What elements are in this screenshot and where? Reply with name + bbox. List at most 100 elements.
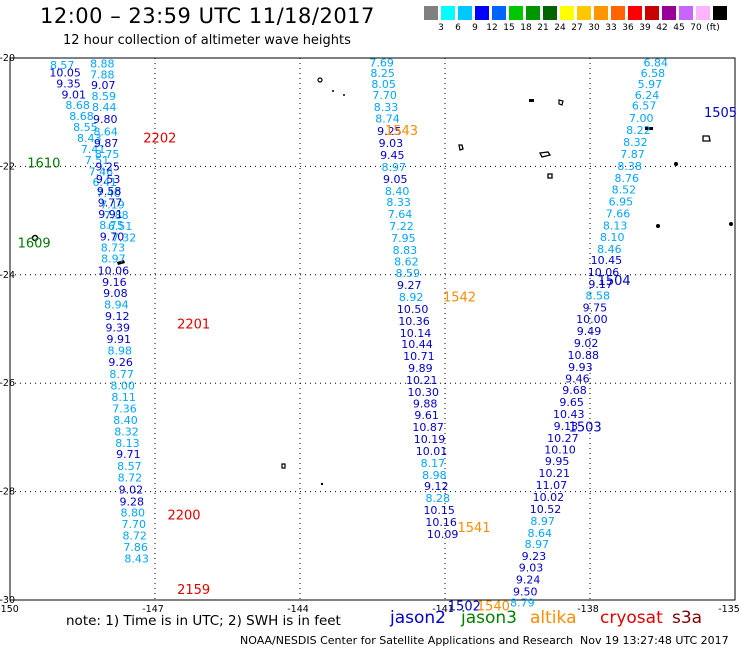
- colorbar-swatch: [611, 6, 626, 20]
- pass-time-label: 1504: [598, 274, 631, 289]
- colorbar-swatch: [560, 6, 575, 20]
- swh-value: 7.64: [388, 208, 413, 221]
- swh-value: 9.08: [103, 287, 128, 300]
- swh-value: 8.38: [617, 160, 642, 173]
- swh-value: 9.93: [568, 361, 593, 374]
- swh-value: 9.88: [413, 397, 438, 410]
- colorbar-label: 45: [673, 23, 685, 33]
- swh-value: 9.75: [583, 301, 608, 314]
- swh-value: 9.05: [383, 173, 408, 186]
- swh-value: 8.59: [92, 90, 117, 103]
- colorbar-label: 12: [486, 23, 498, 33]
- island: [558, 99, 564, 106]
- swh-value: 9.87: [94, 137, 119, 150]
- swh-value: 9.02: [119, 483, 144, 496]
- swh-value: 8.77: [109, 368, 134, 381]
- swh-value: 8.44: [92, 101, 117, 114]
- swh-value: 8.57: [117, 460, 142, 473]
- swh-value: 10.45: [591, 254, 623, 267]
- swh-value: 10.09: [427, 528, 459, 541]
- legend-cryosat: cryosat: [600, 608, 663, 628]
- swh-value: 9.70: [100, 230, 125, 243]
- swh-value: 8.28: [426, 492, 451, 505]
- swh-value: 8.98: [107, 345, 132, 358]
- legend-s3a: s3a: [672, 608, 703, 628]
- pass-time-label: 1610: [27, 157, 60, 172]
- island: [343, 94, 345, 96]
- lon-tick-label: -135: [718, 604, 740, 615]
- legend-altika: altika: [530, 608, 577, 628]
- colorbar-label: 39: [639, 23, 651, 33]
- swh-value: 8.72: [122, 530, 147, 543]
- lon-tick-label: -147: [142, 604, 164, 615]
- credit-text: NOAA/NESDIS Center for Satellite Applica…: [240, 634, 574, 647]
- swh-value: 6.95: [609, 196, 634, 209]
- swh-value: 8.94: [104, 299, 129, 312]
- swh-value: 8.68: [69, 110, 94, 123]
- swh-value: 9.24: [516, 573, 541, 586]
- swh-value: 9.12: [105, 310, 130, 323]
- island: [281, 463, 286, 469]
- island: [539, 151, 552, 158]
- colorbar-label: 9: [472, 23, 478, 33]
- swh-value: 7.46: [89, 165, 114, 178]
- swh-value: 6.57: [632, 100, 657, 113]
- island: [332, 90, 334, 92]
- pass-time-label: 1540: [477, 599, 510, 614]
- lat-tick-label: -22: [0, 161, 15, 172]
- swh-value: 8.97: [530, 515, 555, 528]
- swh-value: 8.13: [115, 437, 140, 450]
- swh-value: 10.19: [414, 433, 446, 446]
- colorbar-label: 33: [605, 23, 617, 33]
- swh-value: 7.95: [391, 232, 416, 245]
- colorbar-label: 21: [537, 23, 549, 33]
- swh-value: 10.44: [401, 338, 433, 351]
- swh-value: 9.65: [559, 396, 584, 409]
- swh-value: 7.70: [121, 518, 146, 531]
- swh-value: 10.02: [533, 491, 565, 504]
- legend-jason3: jason3: [461, 608, 517, 628]
- colorbar-swatch: [662, 6, 677, 20]
- swh-value: 8.40: [113, 414, 138, 427]
- pass-time-label: 1609: [18, 236, 51, 251]
- swh-value: 8.05: [371, 78, 396, 91]
- colorbar-label: (ft): [706, 23, 720, 33]
- swh-value: 8.97: [382, 161, 407, 174]
- swh-value: 9.27: [397, 279, 422, 292]
- swh-value: 8.64: [93, 126, 118, 139]
- swh-value: 10.43: [553, 408, 585, 421]
- swh-value: 8.88: [90, 57, 115, 70]
- colorbar-swatch: [424, 6, 439, 20]
- swh-value: 7.32: [112, 231, 137, 244]
- swh-value: 9.91: [98, 208, 123, 221]
- colorbar-label: 24: [554, 23, 566, 33]
- swh-value: 8.97: [101, 253, 126, 266]
- swh-value: 9.45: [380, 149, 405, 162]
- colorbar-label: 6: [455, 23, 461, 33]
- swh-value: 8.46: [597, 243, 622, 256]
- lat-tick-label: -20: [0, 53, 15, 64]
- swh-value: 9.95: [545, 455, 570, 468]
- swh-value: 10.21: [406, 374, 438, 387]
- island: [458, 144, 464, 151]
- swh-value: 8.80: [121, 507, 146, 520]
- pass-time-label: 2159: [177, 583, 210, 598]
- swh-value: 9.80: [93, 113, 118, 126]
- swh-value: 10.27: [547, 432, 579, 445]
- lon-tick-label: -144: [287, 604, 309, 615]
- swh-value: 8.00: [110, 379, 135, 392]
- swh-value: 9.03: [519, 561, 544, 574]
- lat-tick-label: -28: [0, 487, 15, 498]
- swh-value: 8.64: [527, 527, 552, 540]
- lon-tick-label: -138: [577, 604, 599, 615]
- colorbar-swatch: [713, 6, 728, 20]
- swh-value: 9.16: [102, 276, 127, 289]
- colorbar-swatch: [645, 6, 660, 20]
- colorbar-swatch: [458, 6, 473, 20]
- swh-value: 9.91: [107, 333, 132, 346]
- pass-time-label: 1543: [385, 124, 418, 139]
- swh-value: 9.35: [56, 77, 81, 90]
- swh-value: 10.52: [530, 503, 562, 516]
- lon-tick-label: -150: [0, 604, 19, 615]
